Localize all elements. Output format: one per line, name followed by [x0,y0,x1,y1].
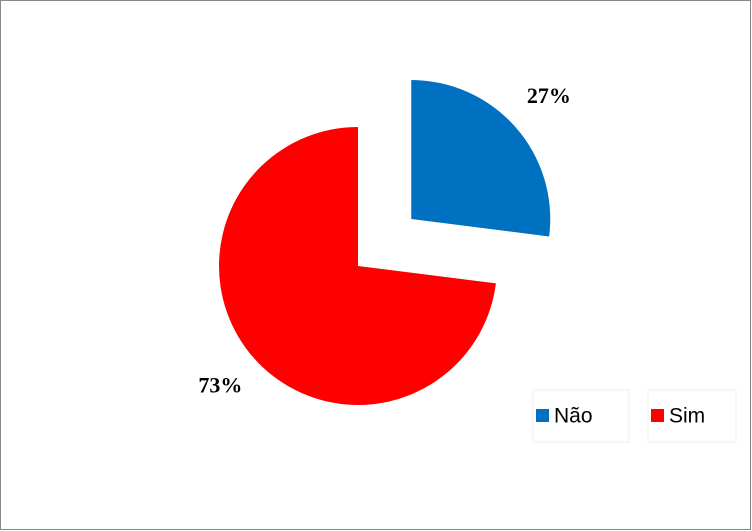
value-label: 73% [198,372,242,397]
legend-box [647,389,737,443]
pie-slice [411,80,551,237]
pie-slice [219,127,496,405]
value-label: 27% [527,83,571,108]
legend-swatch [651,409,664,422]
legend-label: Não [554,405,593,428]
legend-swatch [536,409,549,422]
legend-label: Sim [669,405,705,428]
legend-box [532,389,630,443]
